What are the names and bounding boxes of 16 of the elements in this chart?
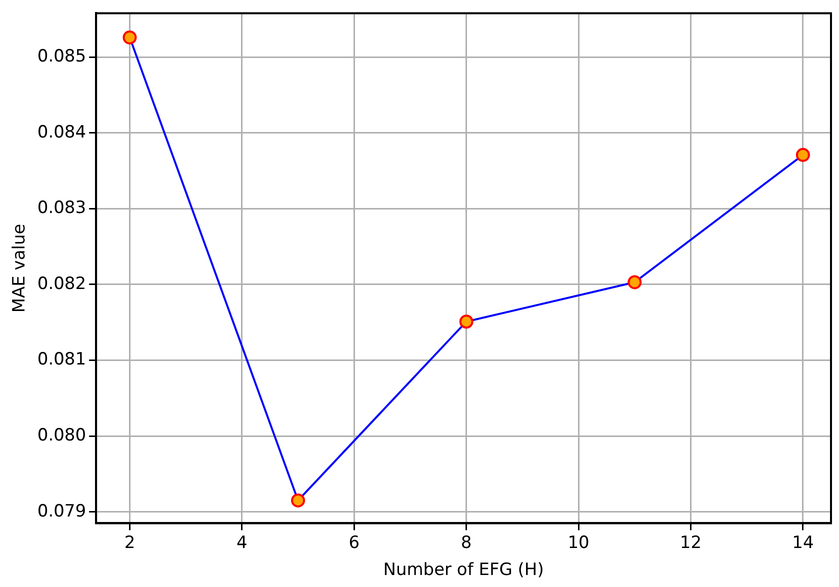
x-tick-label: 4 bbox=[236, 532, 248, 553]
x-tick-label: 14 bbox=[792, 532, 814, 553]
y-tick-label: 0.079 bbox=[37, 501, 86, 522]
y-tick-label: 0.080 bbox=[37, 425, 86, 446]
y-tick-label: 0.082 bbox=[37, 274, 86, 294]
x-axis-title: Number of EFG (H) bbox=[383, 560, 544, 580]
x-tick-label: 8 bbox=[460, 532, 472, 553]
y-tick-label: 0.083 bbox=[37, 198, 86, 218]
y-axis-title: MAE value bbox=[10, 224, 30, 313]
x-tick-label: 6 bbox=[348, 532, 360, 553]
y-tick-label: 0.084 bbox=[37, 122, 86, 142]
x-tick-label: 2 bbox=[124, 532, 136, 553]
y-tick-label: 0.085 bbox=[37, 46, 86, 67]
x-tick-label: 10 bbox=[568, 532, 590, 553]
y-tick-label: 0.081 bbox=[37, 350, 86, 370]
x-tick-label: 12 bbox=[680, 532, 702, 553]
